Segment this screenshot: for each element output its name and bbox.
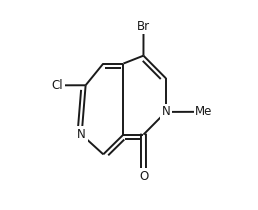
Text: N: N <box>162 105 170 118</box>
Text: N: N <box>77 128 86 141</box>
Text: Cl: Cl <box>52 79 63 92</box>
Text: O: O <box>139 170 148 182</box>
Text: Br: Br <box>137 20 150 33</box>
Text: Me: Me <box>195 105 213 118</box>
